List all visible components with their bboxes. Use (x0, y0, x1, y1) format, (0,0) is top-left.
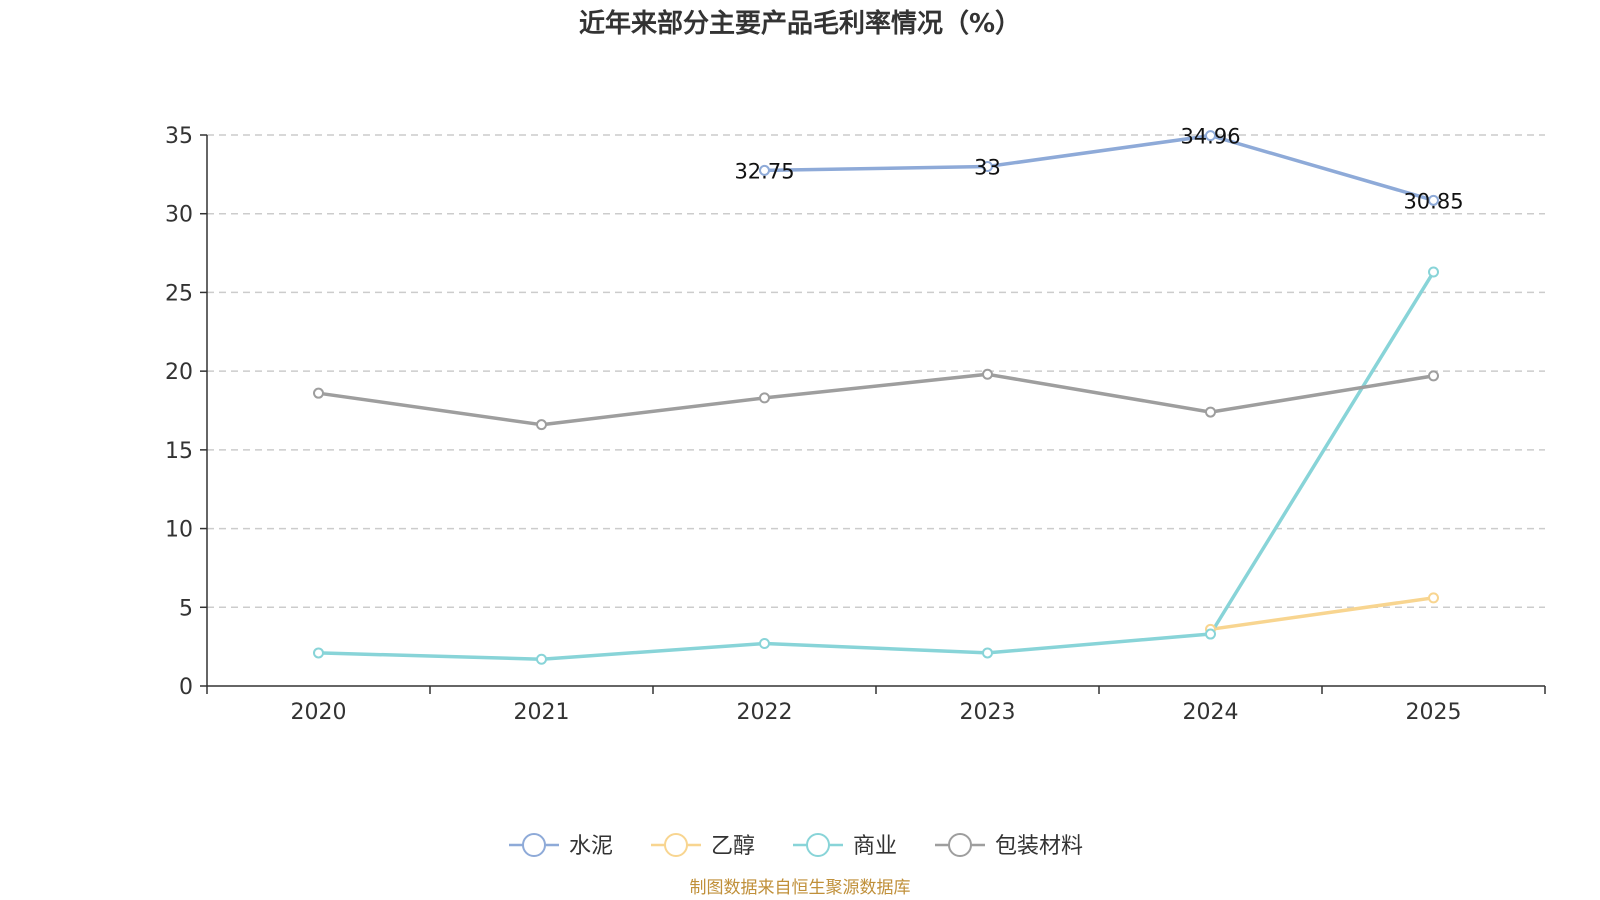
y-tick-label: 10 (165, 518, 193, 543)
legend-marker-icon (522, 833, 546, 857)
y-tick-label: 30 (165, 203, 193, 228)
legend-item-3[interactable]: 包装材料 (935, 833, 1083, 859)
series-point (982, 647, 993, 659)
legend-item-0[interactable]: 水泥 (509, 833, 613, 859)
chart-title: 近年来部分主要产品毛利率情况（%） (579, 8, 1021, 39)
series-point (1428, 370, 1439, 382)
legend-item-2[interactable]: 商业 (793, 833, 897, 859)
series-line-0 (764, 133, 1434, 202)
series-point (1428, 266, 1439, 278)
data-label: 32.75 (734, 159, 794, 183)
legend-marker-icon (664, 833, 688, 857)
legend-item-1[interactable]: 乙醇 (651, 833, 755, 859)
series-point (1205, 130, 1216, 142)
series-point (1428, 194, 1439, 206)
series-point (1205, 406, 1216, 418)
data-label: 33 (974, 155, 1001, 179)
legend-label: 乙醇 (711, 834, 755, 859)
data-label: 30.85 (1403, 189, 1463, 213)
series-point (1205, 628, 1216, 640)
x-tick-label: 2021 (514, 700, 570, 725)
series-point (536, 653, 547, 665)
y-tick-label: 35 (165, 124, 193, 149)
y-tick-label: 0 (179, 675, 193, 700)
series-point (759, 392, 770, 404)
series-point (1428, 592, 1439, 604)
x-tick-label: 2024 (1183, 700, 1239, 725)
x-tick-label: 2020 (291, 700, 347, 725)
series-point (759, 164, 770, 176)
y-tick-label: 20 (165, 360, 193, 385)
series-line-3 (318, 372, 1434, 427)
x-tick-label: 2025 (1406, 700, 1462, 725)
series-lines (318, 133, 1435, 661)
y-tick-label: 5 (179, 596, 193, 621)
legend-marker-icon (806, 833, 830, 857)
series-point (982, 160, 993, 172)
data-labels: 32.75 33 34.96 30.85 (734, 125, 1463, 214)
x-tick-label: 2022 (737, 700, 793, 725)
series-point (759, 637, 770, 649)
series-point (313, 387, 324, 399)
legend: 水泥 乙醇 商业 包装材料 (509, 833, 1083, 859)
legend-marker-icon (948, 833, 972, 857)
series-point (982, 368, 993, 380)
series-line-2 (318, 271, 1435, 661)
y-tick-label: 15 (165, 439, 193, 464)
series-point (313, 647, 324, 659)
data-label: 34.96 (1180, 125, 1240, 149)
series-line-1 (1210, 596, 1434, 632)
x-tick-label: 2023 (960, 700, 1016, 725)
series-points (313, 130, 1439, 665)
legend-label: 水泥 (569, 834, 613, 859)
grid-lines (207, 134, 1545, 609)
legend-label: 包装材料 (995, 834, 1083, 859)
legend-label: 商业 (853, 834, 897, 859)
y-tick-label: 25 (165, 281, 193, 306)
source-note: 制图数据来自恒生聚源数据库 (690, 878, 911, 898)
series-point (536, 419, 547, 431)
